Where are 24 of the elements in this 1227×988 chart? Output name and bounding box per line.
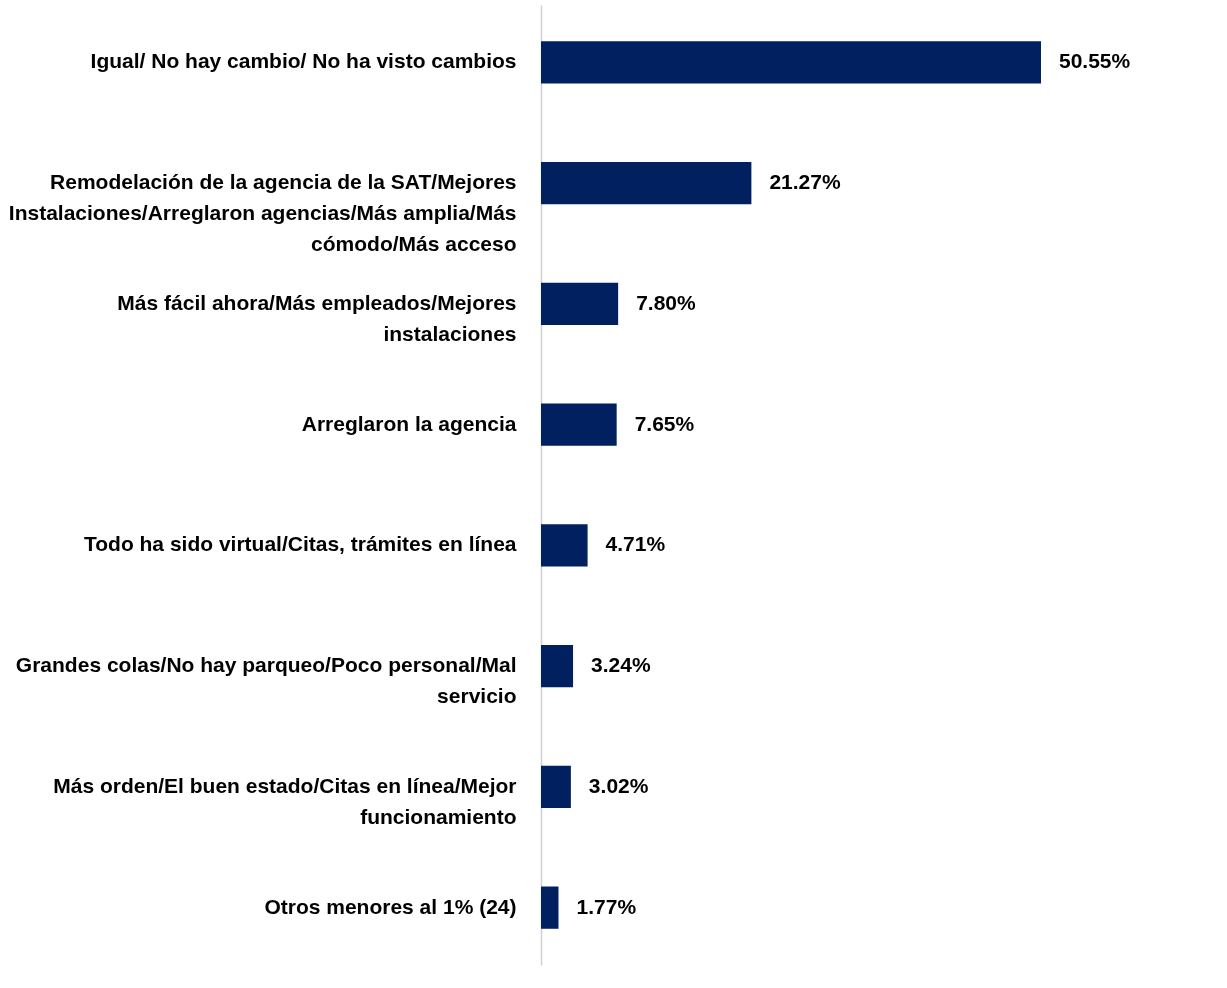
data-label: 4.71%: [605, 532, 666, 556]
bar: [541, 161, 752, 205]
bar: [541, 403, 617, 446]
data-label: 7.80%: [636, 290, 697, 314]
data-label: 21.27%: [769, 170, 841, 194]
y-tick-label: Otros menores al 1% (24): [264, 894, 517, 918]
data-label: 3.02%: [588, 773, 649, 797]
bar: [541, 41, 1041, 84]
bar: [541, 282, 619, 325]
y-tick-label: Más orden/El buen estado/Citas en línea/Mejor funcionamiento: [53, 773, 517, 828]
y-tick-label: Más fácil ahora/Más empleados/Mejores instalaciones: [117, 290, 517, 345]
y-tick-label: Remodelación de la agencia de la SAT/Mejores Instalaciones/Arreglaron agencias/Más amplia/Más cómodo/Más acceso: [8, 170, 517, 256]
bar: [541, 765, 571, 809]
y-tick-label: Todo ha sido virtual/Citas, trámites en línea: [83, 532, 517, 556]
y-tick-label: Igual/ No hay cambio/ No ha visto cambios: [90, 49, 517, 73]
data-label: 7.65%: [634, 411, 695, 435]
bar: [541, 645, 574, 688]
data-label: 50.55%: [1059, 49, 1131, 73]
data-label: 1.77%: [576, 894, 637, 918]
y-tick-label: Arreglaron la agencia: [301, 411, 517, 435]
bar: [541, 886, 559, 929]
data-label: 3.24%: [591, 653, 651, 677]
y-tick-label: Grandes colas/No hay parqueo/Poco personal/Mal servicio: [15, 653, 517, 708]
bar: [541, 524, 588, 567]
